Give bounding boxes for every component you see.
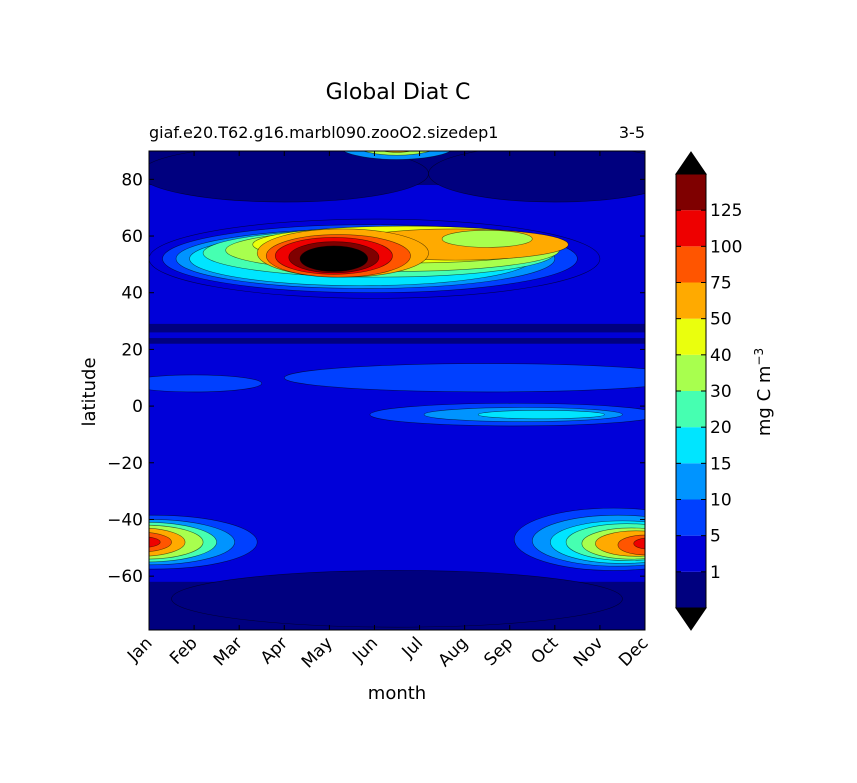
colorbar-tick-label: 10 [710,491,732,511]
heatmap-plot-area [148,150,646,631]
field-equator-lvl4 [477,410,605,420]
x-tick-label: Jun [348,633,382,667]
colorbar-segment [676,499,706,536]
colorbar-segment [676,318,706,355]
field-arctic-lvl6 [362,151,432,156]
y-tick-label: −60 [107,567,143,587]
colorbar-segment [676,210,706,247]
field-south-jan-lvl9 [149,532,172,552]
colorbar-segment [676,174,706,211]
colorbar-label: mg C m−3 [752,348,775,436]
y-tick-label: 20 [121,340,143,360]
field-south-nd-lvl10 [633,537,645,550]
colorbar-tick-label: 5 [710,527,721,547]
field-south-jan-lvl6 [149,524,204,560]
field-subtropic-navy-band [149,323,645,333]
colorbar-unit: mg C m [754,366,775,437]
x-tick-label: Apr [257,633,292,668]
field-north-spring-overflow [299,245,368,272]
chart-subtitle-run: giaf.e20.T62.g16.marbl090.zooO2.sizedep1 [149,123,498,142]
x-tick-label: Oct [527,633,562,668]
x-axis-label: month [368,683,426,704]
x-tick-label: Mar [210,633,247,670]
field-south-jan-lvl10 [149,536,161,548]
colorbar-tick-label: 75 [710,274,732,294]
colorbar-segment [676,535,706,572]
y-tick-label: −40 [107,510,143,530]
field-south-navy [171,570,623,628]
y-tick-label: 80 [121,170,143,190]
x-tick-label: Dec [615,633,652,670]
plot-frame [148,150,646,631]
colorbar-tick-label: 100 [710,237,742,257]
colorbar-segment [676,463,706,500]
y-axis-label: latitude [79,357,100,426]
colorbar-tick-label: 50 [710,310,732,330]
x-tick-label: Jan [123,633,156,666]
x-tick-label: Sep [480,633,517,670]
y-axis: 80 60 40 20 0 −20 −40 −60 [107,170,645,587]
colorbar-segment [676,282,706,319]
y-tick-label: 0 [132,397,143,417]
contour-fields [149,151,645,630]
x-tick-label: Feb [166,633,201,668]
field-north-aug-yellow [441,230,533,248]
colorbar-segment [676,427,706,464]
colorbar-unit-exponent: −3 [752,348,766,366]
field-north-navy-east [428,151,645,203]
colorbar-tick-label: 15 [710,454,732,474]
colorbar-tick-label: 125 [710,201,742,221]
x-tick-label: Aug [435,633,473,671]
y-tick-label: 60 [121,227,143,247]
colorbar-segment [676,391,706,428]
colorbar-tick-label: 30 [710,382,732,402]
colorbar-extend-min [675,607,707,631]
colorbar-tick-label: 20 [710,418,732,438]
colorbar-segment [676,571,706,608]
field-north-subtropic-lvl2 [284,363,645,393]
x-tick-label: May [298,633,337,672]
colorbar-tick-label: 1 [710,563,721,583]
field-west-equator-lvl2 [149,374,263,393]
colorbar-tick-label: 40 [710,346,732,366]
colorbar-segment [676,246,706,283]
y-tick-label: −20 [107,454,143,474]
colorbar-extend-max [675,151,707,175]
field-subtropic-navy-line [149,338,645,344]
y-tick-label: 40 [121,284,143,304]
x-tick-label: Nov [570,633,608,671]
chart-title: Global Diat C [326,80,471,105]
colorbar-segment [676,354,706,391]
chart-subtitle-months: 3-5 [619,123,645,142]
x-tick-label: Jul [398,633,427,662]
